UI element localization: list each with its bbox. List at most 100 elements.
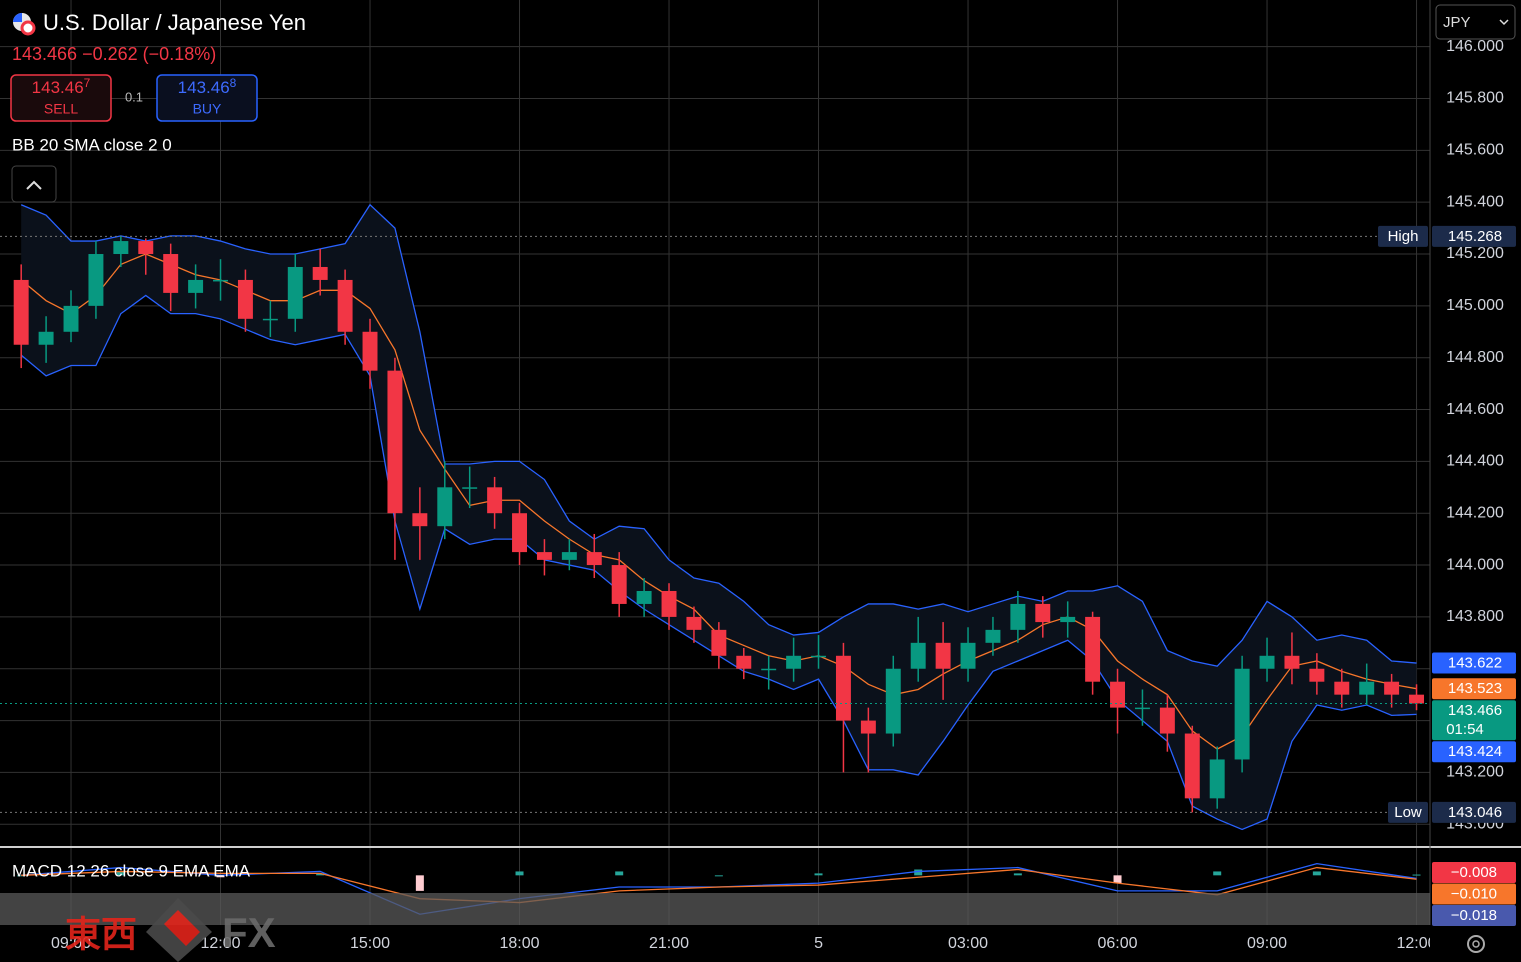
candle-body (1384, 681, 1400, 695)
candle-body (811, 655, 827, 658)
candle-body (38, 331, 54, 345)
dropdown-chevron (1499, 19, 1509, 26)
macd-pane (17, 863, 1421, 915)
candle-body (1309, 668, 1325, 682)
x-tick-label: 03:00 (948, 935, 988, 952)
gear[interactable] (1467, 935, 1485, 953)
macd-histogram-bar (1013, 873, 1022, 876)
candle-body (1184, 733, 1200, 799)
price-tag (1432, 652, 1516, 674)
candle-body (536, 552, 552, 560)
macd-histogram-bar (615, 871, 624, 876)
price-tag-label: 143.466 (1448, 702, 1502, 719)
macd-histogram-bar (415, 875, 424, 891)
macd-tag (1432, 862, 1516, 883)
candle-body (561, 552, 577, 560)
flag-icon-jp (20, 20, 36, 36)
candle-body (437, 487, 453, 527)
candle-body (1334, 681, 1350, 695)
sell-box[interactable] (10, 74, 112, 122)
buy-pip: 8 (230, 76, 237, 90)
candle-body (985, 629, 1001, 643)
y-tick-label: 145.400 (1446, 193, 1504, 210)
macd-histogram-bar (1113, 875, 1122, 884)
candle-body (487, 487, 503, 514)
logo: 東西 FX (65, 898, 276, 962)
candle-body (163, 254, 179, 293)
x-tick-label: 12:00 (1397, 935, 1437, 952)
buy-price[interactable]: 143.468 (178, 76, 237, 97)
candle-body (213, 279, 228, 282)
macd-histogram-bar (1213, 871, 1222, 876)
candle-body (661, 590, 677, 617)
candles (0, 236, 1430, 813)
macd-tag (1432, 905, 1516, 926)
x-tick-label: 06:00 (1098, 935, 1138, 952)
price-tag-label: 143.523 (1448, 680, 1502, 697)
settings-icon[interactable] (1467, 935, 1485, 953)
x-tick-label: 15:00 (350, 935, 390, 952)
candle-body (13, 279, 29, 345)
buy-label[interactable]: BUY (193, 101, 222, 117)
candle-body (1409, 694, 1425, 704)
candle-body (1209, 759, 1225, 799)
macd-tag-label: −0.008 (1451, 864, 1497, 881)
price-tag (1432, 700, 1516, 741)
macd-histogram-bar (1412, 874, 1421, 876)
logo-diamond-inner (164, 910, 200, 946)
macd-tag (1432, 883, 1516, 905)
y-tick-label: 144.600 (1446, 401, 1504, 418)
candle-body (860, 720, 876, 734)
currency-box[interactable] (1435, 4, 1516, 40)
high-mark-tag (1432, 225, 1516, 247)
x-tick-label: 09:00 (1247, 935, 1287, 952)
spread: 0.1 (125, 89, 143, 104)
currency[interactable]: JPY (1443, 14, 1471, 31)
quote-line: 143.466 −0.262 (−0.18%) (12, 44, 216, 64)
buy-box[interactable] (156, 74, 258, 122)
buy-price-main: 143.46 (178, 78, 230, 97)
sell-label[interactable]: SELL (44, 101, 78, 117)
macd-histogram-bar (17, 875, 26, 877)
macd-histogram-bar (1312, 871, 1321, 876)
candle-body (1159, 707, 1175, 734)
flag-icon-part (13, 13, 22, 22)
indicator-label: BB 20 SMA close 2 0 (12, 135, 172, 154)
sell-price-main: 143.46 (32, 78, 84, 97)
candle-body (63, 305, 79, 332)
candle-body (761, 668, 777, 671)
currency-select[interactable]: JPY (1435, 4, 1516, 40)
buy-button[interactable]: 143.468 BUY (156, 74, 258, 122)
candle-body (636, 590, 652, 604)
candle-body (711, 629, 727, 656)
candle-body (113, 241, 129, 255)
candle-body (786, 655, 802, 669)
collapse-button[interactable] (11, 165, 57, 203)
candle-body (512, 513, 527, 553)
macd-histogram-bar (116, 871, 125, 876)
countdown: 01:54 (1446, 721, 1484, 738)
candle-body (312, 266, 328, 280)
sell-button[interactable]: 143.467 SELL (10, 74, 112, 122)
sell-price[interactable]: 143.467 (32, 76, 91, 97)
macd-histogram-bar (714, 875, 723, 877)
high-mark-label: High (1388, 228, 1419, 245)
candle-body (1060, 616, 1076, 623)
y-tick-label: 145.600 (1446, 142, 1504, 159)
macd-tag-label: −0.018 (1451, 907, 1497, 924)
price-tag-label: 143.622 (1448, 655, 1502, 672)
candle-body (1035, 603, 1051, 623)
price-tag (1432, 741, 1516, 763)
low-mark-tag (1432, 801, 1516, 823)
low-mark-box (1388, 801, 1428, 823)
price-tag (1432, 678, 1516, 700)
macd-histogram-bar (914, 869, 923, 876)
macd-histogram-bar (814, 873, 823, 876)
collapse-box[interactable] (11, 165, 57, 203)
candle-body (262, 318, 278, 321)
symbol-title: U.S. Dollar / Japanese Yen (43, 10, 306, 35)
x-tick-label: 12:00 (200, 935, 240, 952)
candle-body (736, 655, 752, 669)
